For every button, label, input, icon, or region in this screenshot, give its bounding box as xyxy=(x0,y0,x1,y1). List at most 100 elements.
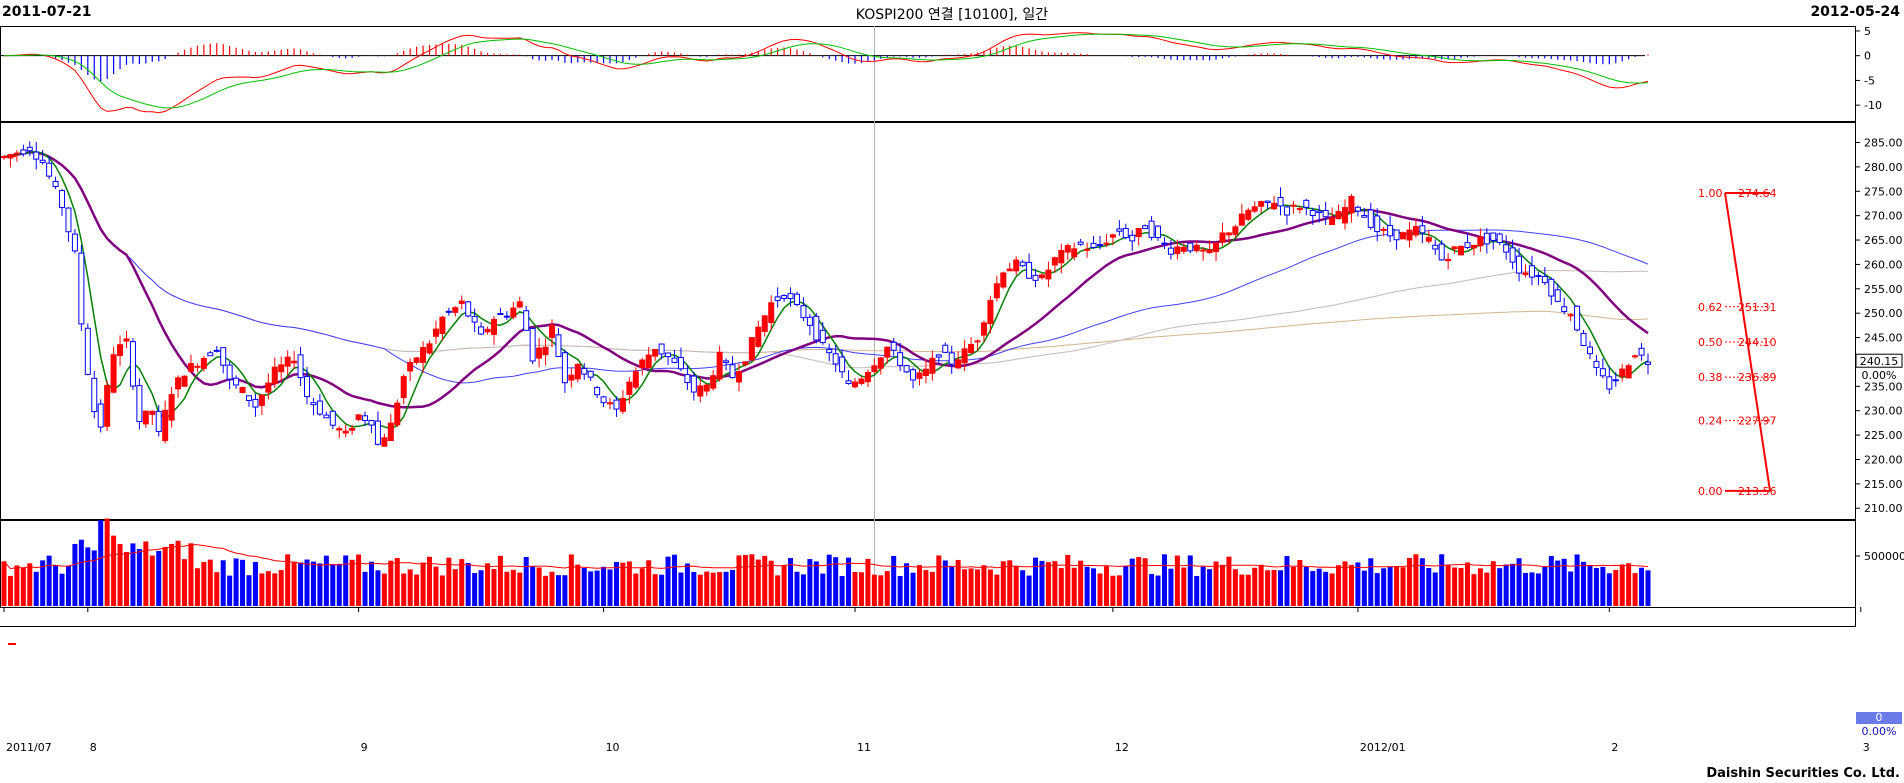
volume-bar xyxy=(1355,562,1361,606)
volume-bar xyxy=(85,547,91,606)
macd-panel[interactable] xyxy=(0,32,1649,114)
price-tick-label: 230.00 xyxy=(1864,405,1903,418)
volume-bar xyxy=(1613,569,1619,606)
panel-marker xyxy=(8,643,16,645)
candle xyxy=(1432,244,1439,250)
volume-bar xyxy=(72,543,78,606)
candle xyxy=(194,365,201,368)
candle xyxy=(1580,332,1587,346)
volume-bar xyxy=(568,554,574,606)
candle xyxy=(1,156,7,159)
volume-bar xyxy=(14,565,20,606)
volume-bar xyxy=(111,535,117,606)
fib-ratio-label: 0.00 xyxy=(1698,485,1723,498)
candle xyxy=(458,300,465,305)
volume-bar xyxy=(839,575,845,606)
ma20-line xyxy=(3,151,1649,409)
volume-bar xyxy=(613,561,619,606)
ma120-line xyxy=(3,151,1648,369)
volume-bar xyxy=(1387,566,1393,606)
candle xyxy=(1367,209,1374,228)
candle xyxy=(665,352,672,358)
volume-bar xyxy=(994,574,1000,606)
candle xyxy=(1296,208,1303,211)
volume-bar xyxy=(1174,555,1180,606)
volume-bar xyxy=(20,567,26,606)
candle xyxy=(1451,246,1458,250)
volume-bar xyxy=(671,554,677,606)
candle xyxy=(974,340,981,343)
volume-bar xyxy=(1645,570,1651,606)
x-tick-label: 9 xyxy=(361,741,368,754)
volume-bar xyxy=(343,555,349,606)
candle xyxy=(768,302,775,324)
candle xyxy=(484,328,491,333)
candle xyxy=(374,420,381,445)
candle xyxy=(207,352,214,357)
candle xyxy=(1283,206,1290,216)
volume-bar xyxy=(1252,567,1258,606)
candle xyxy=(1232,226,1239,235)
candle xyxy=(1019,261,1026,267)
candle xyxy=(1213,242,1220,253)
x-tick-label: 2011/07 xyxy=(6,741,52,754)
volume-bar xyxy=(278,570,284,606)
volume-bar xyxy=(1581,561,1587,606)
volume-bar xyxy=(1123,566,1129,606)
candle xyxy=(1148,220,1155,238)
volume-bar xyxy=(1065,554,1071,606)
candle xyxy=(97,403,104,428)
volume-bar xyxy=(1033,557,1039,606)
candle xyxy=(142,410,149,425)
candle xyxy=(175,377,182,390)
macd-signal-line xyxy=(3,33,1649,109)
candle xyxy=(220,347,227,366)
candle xyxy=(787,293,794,299)
candle xyxy=(922,368,929,376)
candle xyxy=(1090,242,1097,248)
x-tick-label: 10 xyxy=(606,741,620,754)
start-date-label: 2011-07-21 xyxy=(2,4,92,20)
candle xyxy=(200,357,207,369)
x-tick-label: 3 xyxy=(1863,741,1870,754)
candle xyxy=(929,357,936,374)
price-panel[interactable] xyxy=(1,141,1651,447)
volume-bar xyxy=(575,564,581,606)
volume-bar xyxy=(1078,560,1084,606)
candle xyxy=(690,375,697,393)
volume-bar xyxy=(1561,558,1567,606)
volume-panel[interactable] xyxy=(1,518,1651,606)
volume-bar xyxy=(1374,573,1380,606)
volume-bar xyxy=(929,571,935,606)
ma60-line xyxy=(3,151,1649,384)
volume-bar xyxy=(1026,575,1032,606)
chart-title: KOSPI200 연결 [10100], 일간 xyxy=(855,7,1049,23)
volume-bar xyxy=(1619,564,1625,606)
candle xyxy=(420,347,427,363)
volume-bar xyxy=(162,546,168,606)
volume-bar xyxy=(936,555,942,606)
volume-bar xyxy=(1503,564,1509,606)
volume-bar xyxy=(130,543,136,606)
candle xyxy=(1200,249,1207,252)
volume-bar xyxy=(594,570,600,606)
candle xyxy=(84,327,91,375)
volume-bar xyxy=(1116,575,1122,606)
volume-bar xyxy=(1535,573,1541,606)
candle xyxy=(1341,207,1348,224)
candle xyxy=(20,149,27,155)
candle xyxy=(710,375,717,389)
volume-bar xyxy=(53,565,59,606)
volume-bar xyxy=(1361,570,1367,606)
candle xyxy=(942,344,949,353)
volume-bar xyxy=(220,560,226,606)
candle xyxy=(245,395,252,401)
candle xyxy=(162,409,169,442)
candle xyxy=(574,363,581,380)
candle xyxy=(1032,274,1039,281)
candle xyxy=(1045,269,1052,280)
last-volume-label: 0 xyxy=(1876,711,1883,724)
volume-bar xyxy=(910,572,916,606)
candle xyxy=(987,299,994,325)
